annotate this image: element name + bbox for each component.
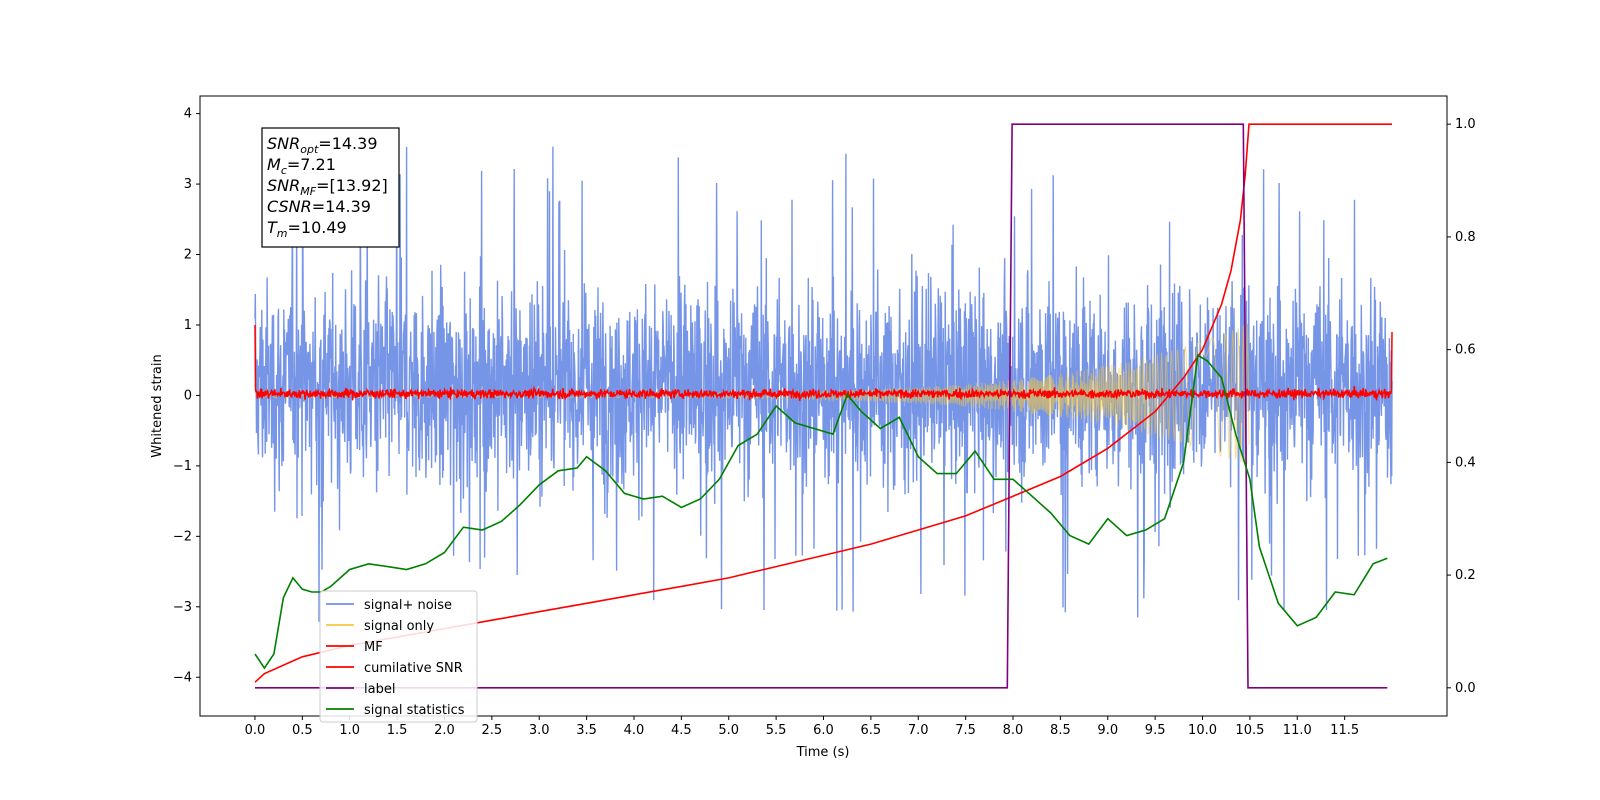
y-tick-label: 0 (184, 388, 192, 403)
y-tick-label: 2 (184, 248, 192, 263)
y-tick-label: 1 (184, 318, 192, 333)
x-axis-label: Time (s) (796, 745, 850, 760)
x-tick-label: 10.0 (1188, 723, 1217, 738)
x-tick-label: 9.0 (1097, 723, 1118, 738)
x-tick-label: 2.0 (434, 723, 455, 738)
x-tick-label: 0.5 (292, 723, 313, 738)
annotation-line: SNRopt=14.39 (267, 134, 378, 156)
x-tick-label: 9.5 (1145, 723, 1166, 738)
series-mf (254, 324, 1393, 402)
x-tick-label: 2.5 (482, 723, 503, 738)
y-tick-label: 3 (184, 177, 192, 192)
x-tick-label: 10.5 (1235, 723, 1264, 738)
legend-label: cumilative SNR (364, 661, 463, 676)
x-tick-label: 4.0 (624, 723, 645, 738)
y2-tick-label: 0.8 (1455, 230, 1476, 245)
y2-tick-label: 0.2 (1455, 568, 1476, 583)
y2-tick-label: 0.4 (1455, 455, 1476, 470)
legend-label: signal only (364, 619, 434, 634)
y2-tick-label: 0.6 (1455, 343, 1476, 358)
annotation-line: Mc=7.21 (267, 155, 336, 177)
y2-tick-label: 0.0 (1455, 681, 1476, 696)
legend: signal+ noise signal only MF cumilative SNR… (319, 590, 478, 723)
x-tick-label: 11.5 (1330, 723, 1359, 738)
x-tick-label: 8.5 (1050, 723, 1071, 738)
x-tick-label: 1.5 (387, 723, 408, 738)
legend-label: signal statistics (364, 703, 465, 718)
legend-label: MF (364, 640, 383, 655)
annotation-line: CSNR=14.39 (267, 197, 371, 216)
axes-layer: 0.0 0.5 1.0 1.5 2.0 2.5 3.0 3.5 4.0 4.5 5.0 5.5 6.0 6… (173, 107, 1476, 738)
x-tick-label: 3.5 (576, 723, 597, 738)
annotation-line: Tm=10.49 (267, 218, 347, 240)
y-axis-label: Whitened strain (150, 354, 165, 457)
y2-tick-label: 1.0 (1455, 117, 1476, 132)
x-tick-label: 7.5 (955, 723, 976, 738)
x-tick-label: 3.0 (529, 723, 550, 738)
y-tick-label: −1 (173, 459, 192, 474)
x-tick-label: 11.0 (1283, 723, 1312, 738)
y-tick-label: −4 (173, 670, 192, 685)
legend-frame (319, 590, 478, 723)
legend-label: label (364, 682, 395, 697)
x-tick-label: 6.0 (813, 723, 834, 738)
y-tick-label: 4 (184, 107, 192, 122)
annotation-frame (261, 127, 400, 248)
x-tick-label: 4.5 (671, 723, 692, 738)
series-signal-statistics (254, 353, 1388, 670)
y-tick-label: −3 (173, 600, 192, 615)
series-signal-noise (254, 146, 1393, 622)
x-tick-label: 5.5 (766, 723, 787, 738)
x-tick-label: 1.0 (339, 723, 360, 738)
x-tick-label: 6.5 (861, 723, 882, 738)
y-tick-label: −2 (173, 529, 192, 544)
x-tick-label: 8.0 (1003, 723, 1024, 738)
x-tick-label: 7.0 (908, 723, 929, 738)
x-tick-label: 0.0 (245, 723, 266, 738)
annotation-box: SNRopt=14.39Mc=7.21SNRMF=[13.92]CSNR=14.… (261, 127, 400, 248)
series-label (255, 123, 1388, 689)
annotation-line: SNRMF=[13.92] (267, 176, 388, 198)
legend-label: signal+ noise (364, 598, 452, 613)
x-tick-label: 5.0 (718, 723, 739, 738)
